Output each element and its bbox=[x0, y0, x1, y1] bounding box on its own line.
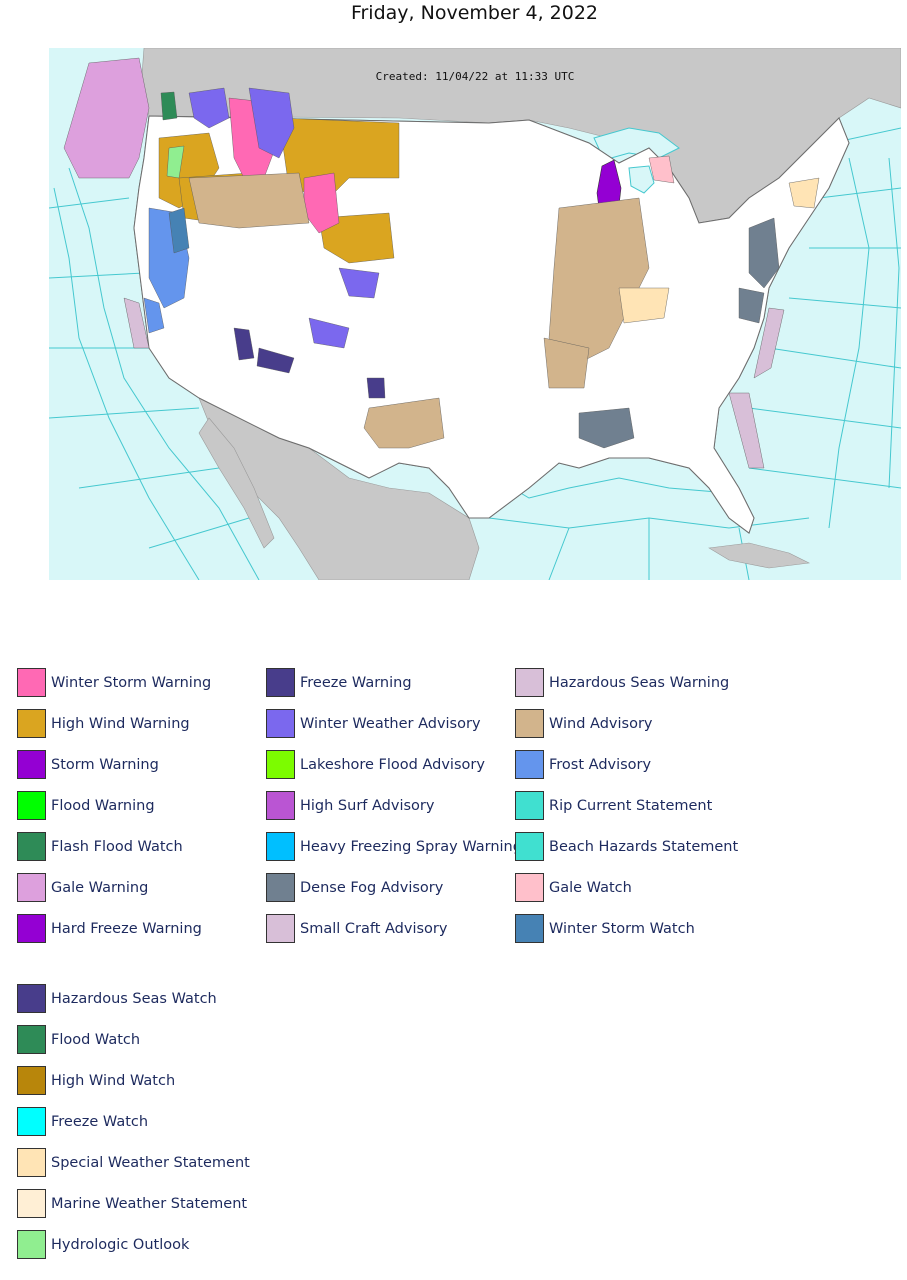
legend-swatch bbox=[266, 668, 295, 697]
legend-label: Flood Warning bbox=[51, 798, 155, 814]
legend-swatch bbox=[17, 984, 46, 1013]
legend-label: Winter Storm Watch bbox=[549, 921, 695, 937]
legend-label: Lakeshore Flood Advisory bbox=[300, 757, 485, 773]
legend-swatch bbox=[17, 1189, 46, 1218]
legend-label: High Wind Warning bbox=[51, 716, 190, 732]
legend-swatch bbox=[515, 791, 544, 820]
hazard-map: Created: 11/04/22 at 11:33 UTC bbox=[49, 48, 901, 580]
legend-swatch bbox=[515, 873, 544, 902]
legend-label: Dense Fog Advisory bbox=[300, 880, 444, 896]
legend-swatch bbox=[266, 832, 295, 861]
legend-swatch bbox=[17, 1025, 46, 1054]
legend-swatch bbox=[17, 1148, 46, 1177]
legend-swatch bbox=[17, 1066, 46, 1095]
legend-swatch bbox=[17, 873, 46, 902]
legend-label: Hydrologic Outlook bbox=[51, 1237, 190, 1253]
legend-swatch bbox=[17, 1230, 46, 1259]
legend-swatch bbox=[17, 914, 46, 943]
legend-swatch bbox=[515, 914, 544, 943]
legend-label: High Wind Watch bbox=[51, 1073, 176, 1089]
legend-swatch bbox=[17, 750, 46, 779]
legend-label: Small Craft Advisory bbox=[300, 921, 448, 937]
legend-swatch bbox=[515, 709, 544, 738]
cuba-landmass bbox=[708, 542, 811, 569]
marine-zones bbox=[49, 127, 901, 580]
hazard-map-graphic: Created: 11/04/22 at 11:33 UTC bbox=[49, 48, 901, 580]
legend-swatch bbox=[17, 791, 46, 820]
page-title: Friday, November 4, 2022 bbox=[350, 2, 599, 24]
legend-label: Wind Advisory bbox=[549, 716, 653, 732]
legend-swatch bbox=[17, 832, 46, 861]
legend-label: Rip Current Statement bbox=[549, 798, 713, 814]
legend-swatch bbox=[17, 1107, 46, 1136]
legend-label: High Surf Advisory bbox=[300, 798, 435, 814]
legend-label: Flood Watch bbox=[51, 1032, 141, 1048]
legend-label: Heavy Freezing Spray Warning bbox=[300, 839, 522, 855]
legend-label: Marine Weather Statement bbox=[51, 1196, 248, 1212]
lake-huron bbox=[628, 165, 655, 194]
baja-peninsula bbox=[198, 417, 275, 549]
legend-label: Gale Warning bbox=[51, 880, 149, 896]
legend-swatch bbox=[17, 668, 46, 697]
legend-swatch bbox=[515, 668, 544, 697]
legend-swatch bbox=[266, 709, 295, 738]
legend-label: Freeze Warning bbox=[300, 675, 412, 691]
legend-label: Freeze Watch bbox=[51, 1114, 149, 1130]
legend-label: Storm Warning bbox=[51, 757, 159, 773]
legend-label: Gale Watch bbox=[549, 880, 632, 896]
legend-label: Beach Hazards Statement bbox=[549, 839, 739, 855]
legend-swatch bbox=[515, 832, 544, 861]
legend-label: Hazardous Seas Watch bbox=[51, 991, 217, 1007]
legend-label: Winter Weather Advisory bbox=[300, 716, 481, 732]
legend-label: Hard Freeze Warning bbox=[51, 921, 202, 937]
legend-swatch bbox=[515, 750, 544, 779]
legend-swatch bbox=[266, 914, 295, 943]
legend-label: Winter Storm Warning bbox=[51, 675, 212, 691]
legend-swatch bbox=[266, 873, 295, 902]
map-caption: Created: 11/04/22 at 11:33 UTC bbox=[376, 70, 575, 83]
mexico-landmass bbox=[198, 397, 480, 580]
legend-swatch bbox=[266, 791, 295, 820]
legend-label: Flash Flood Watch bbox=[51, 839, 183, 855]
legend-label: Frost Advisory bbox=[549, 757, 652, 773]
legend-label: Special Weather Statement bbox=[51, 1155, 250, 1171]
legend-swatch bbox=[17, 709, 46, 738]
legend-swatch bbox=[266, 750, 295, 779]
hazard-areas bbox=[63, 57, 820, 469]
legend-label: Hazardous Seas Warning bbox=[549, 675, 730, 691]
